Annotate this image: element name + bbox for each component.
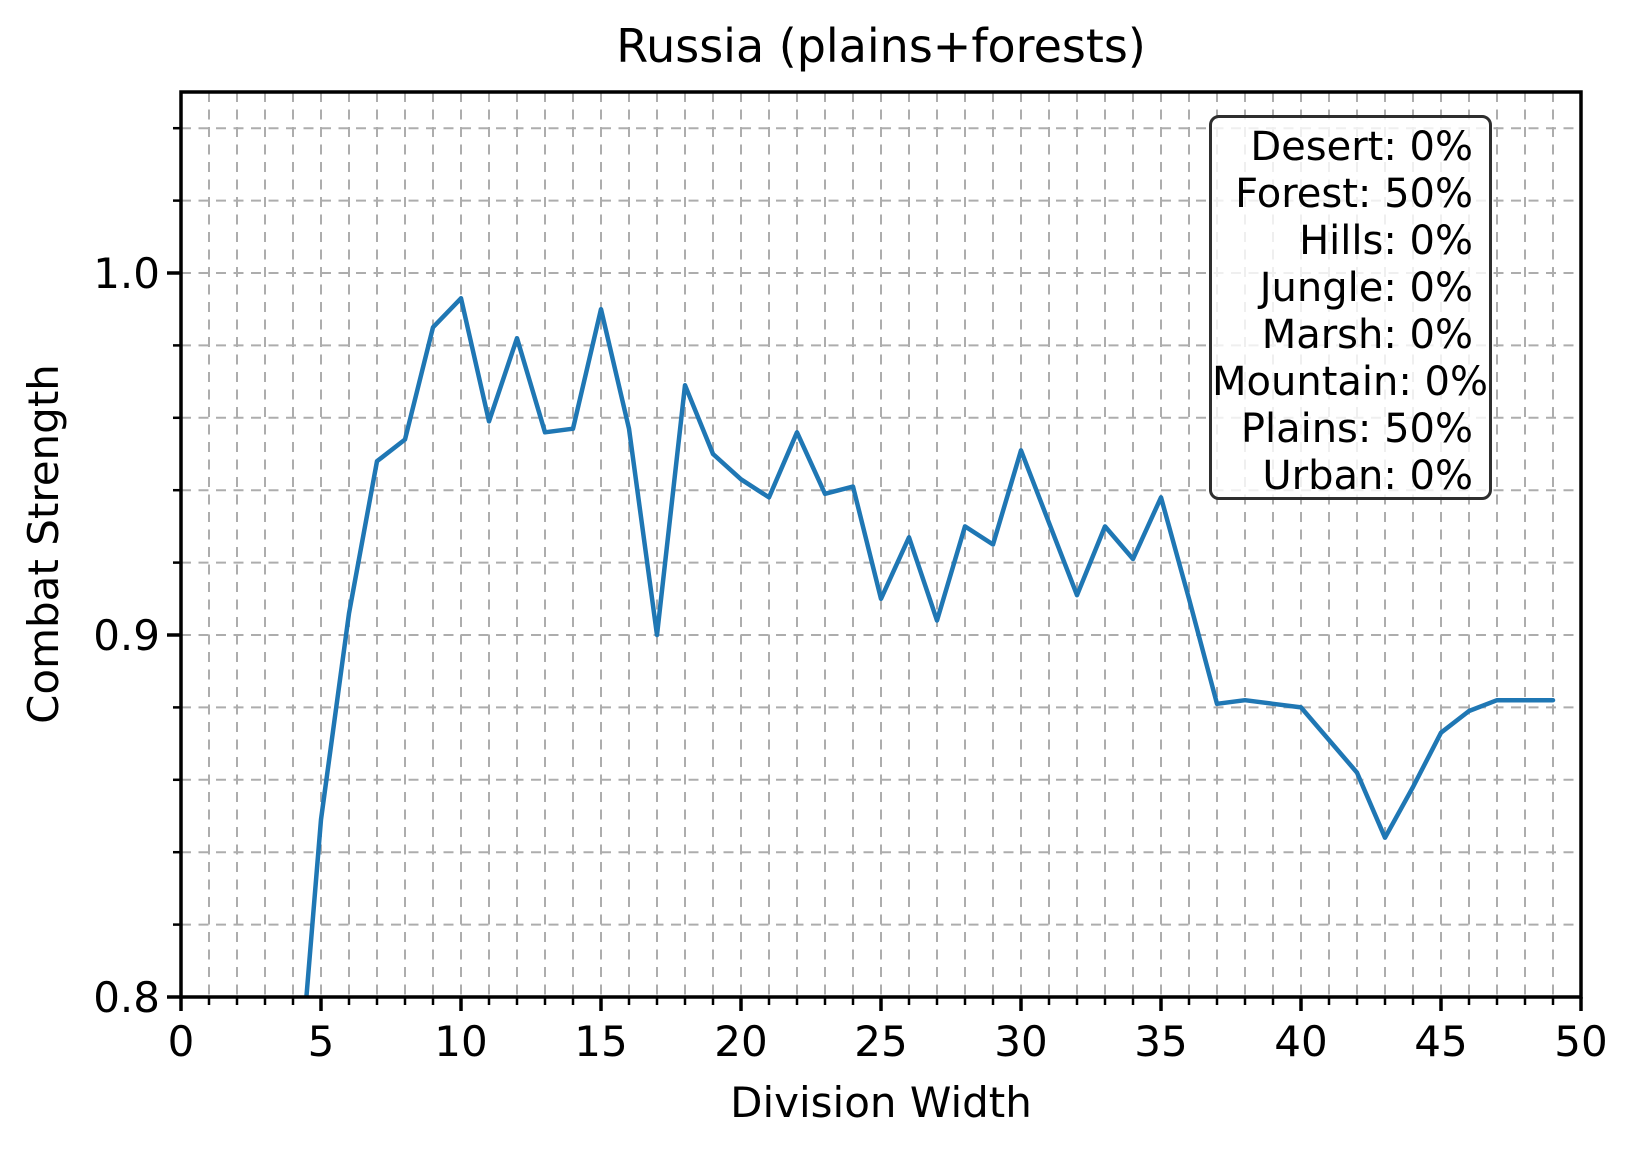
y-tick-label: 0.9 <box>93 611 160 660</box>
legend-box: Desert: 0% Forest: 50% Hills: 0% Jungle: 0%… <box>1209 115 1492 500</box>
x-tick-label: 35 <box>1134 1017 1187 1066</box>
y-tick-label: 1.0 <box>93 249 160 298</box>
x-tick-label: 45 <box>1414 1017 1467 1066</box>
x-tick-label: 50 <box>1554 1017 1607 1066</box>
x-tick-label: 15 <box>574 1017 627 1066</box>
legend-entry: Mountain: 0% <box>1212 359 1488 405</box>
x-tick-label: 25 <box>854 1017 907 1066</box>
x-tick-label: 20 <box>714 1017 767 1066</box>
x-tick-label: 10 <box>434 1017 487 1066</box>
x-tick-label: 5 <box>308 1017 335 1066</box>
x-tick-label: 30 <box>994 1017 1047 1066</box>
legend-entry: Plains: 50% <box>1240 406 1473 452</box>
chart-title: Russia (plains+forests) <box>616 19 1146 73</box>
y-axis-label: Combat Strength <box>19 364 68 724</box>
y-tick-label: 0.8 <box>93 973 160 1022</box>
legend-entry: Jungle: 0% <box>1259 265 1473 311</box>
legend-entry: Marsh: 0% <box>1261 312 1473 358</box>
x-tick-label: 40 <box>1274 1017 1327 1066</box>
legend-entry: Urban: 0% <box>1262 453 1473 499</box>
legend-entry: Forest: 50% <box>1235 171 1473 217</box>
legend-entry: Hills: 0% <box>1299 218 1473 264</box>
x-tick-label: 0 <box>168 1017 195 1066</box>
legend-entry: Desert: 0% <box>1250 124 1473 170</box>
x-axis-label: Division Width <box>730 1078 1032 1127</box>
data-line <box>304 296 1556 997</box>
